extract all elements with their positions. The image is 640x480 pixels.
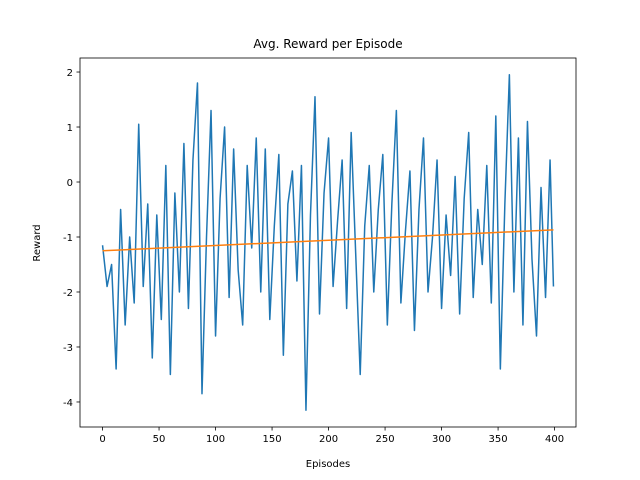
x-tick-label: 400 [545,434,564,445]
y-tick-label: -3 [63,343,73,354]
x-tick-label: 250 [376,434,395,445]
x-tick-label: 0 [99,434,105,445]
y-tick-label: -2 [63,288,73,299]
plot-frame [79,57,577,428]
y-tick-label: 2 [67,68,73,79]
series-line [102,229,554,252]
x-tick-label: 200 [319,434,338,445]
chart-title: Avg. Reward per Episode [253,37,402,51]
x-tick-label: 300 [432,434,451,445]
y-tick-label: 0 [67,178,73,189]
y-axis-label: Reward [32,224,43,261]
y-tick-label: -1 [63,233,73,244]
x-tick-label: 350 [489,434,508,445]
y-tick-label: -4 [63,398,73,409]
x-tick-label: 100 [206,434,225,445]
x-axis-label: Episodes [306,459,350,470]
x-tick-label: 50 [153,434,166,445]
series-line [101,74,555,411]
y-tick-label: 1 [67,123,73,134]
x-tick-label: 150 [263,434,282,445]
